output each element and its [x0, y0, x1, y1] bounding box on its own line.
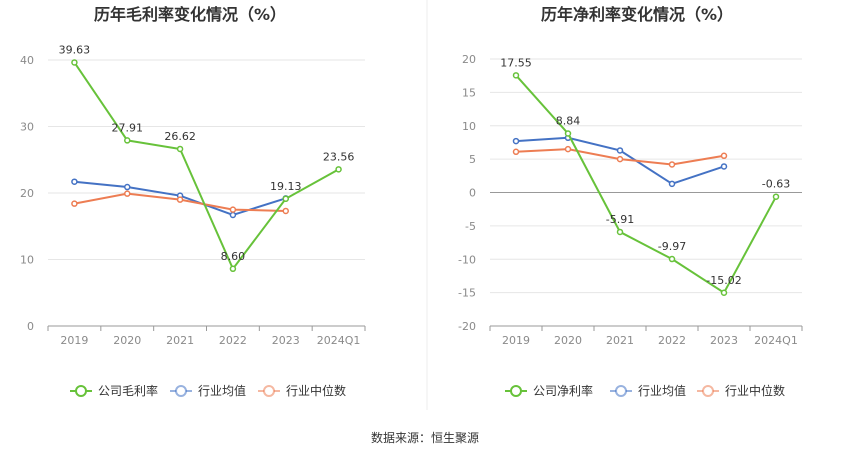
- data-label: 39.63: [59, 43, 91, 56]
- series-line-company: [515, 74, 777, 295]
- data-point-median: [720, 152, 728, 160]
- data-point-avg: [668, 180, 676, 188]
- data-point-avg: [720, 163, 728, 170]
- data-point-company: [616, 228, 624, 236]
- x-tick-label: 2023: [272, 334, 300, 347]
- x-tick-label: 2022: [219, 334, 247, 347]
- legend-swatch-marker: [615, 385, 627, 397]
- data-point-company: [668, 255, 676, 263]
- legend-label: 公司毛利率: [98, 383, 158, 398]
- data-point-company: [564, 130, 572, 137]
- data-point-median: [124, 190, 131, 197]
- x-tick-label: 2019: [502, 334, 530, 347]
- data-point-median: [512, 148, 520, 156]
- data-label: 27.91: [112, 121, 144, 134]
- y-tick-label: 10: [20, 254, 34, 267]
- x-tick-label: 2024Q1: [317, 334, 361, 347]
- data-label: 19.13: [270, 180, 302, 193]
- data-point-median: [71, 200, 78, 207]
- legend-swatch-marker: [510, 385, 522, 397]
- legend-swatch-marker: [702, 385, 714, 397]
- legend-label: 行业中位数: [286, 383, 346, 398]
- data-point-median: [229, 206, 237, 213]
- legend-item-avg[interactable]: 行业均值: [610, 383, 686, 398]
- legend-label: 行业均值: [638, 383, 686, 398]
- data-point-median: [668, 161, 676, 168]
- x-tick-label: 2021: [166, 334, 194, 347]
- legend-swatch-marker: [75, 385, 87, 397]
- data-point-company: [772, 193, 780, 200]
- data-point-company: [176, 145, 184, 153]
- legend-label: 行业均值: [198, 383, 246, 398]
- legend-item-median[interactable]: 行业中位数: [258, 383, 346, 398]
- data-point-company: [71, 59, 78, 66]
- legend-item-avg[interactable]: 行业均值: [170, 383, 246, 398]
- x-tick-label: 2020: [113, 334, 141, 347]
- data-point-company: [720, 289, 728, 297]
- x-tick-label: 2023: [710, 334, 738, 347]
- data-label: -5.91: [606, 213, 634, 226]
- x-tick-label: 2019: [60, 334, 88, 347]
- y-tick-label: -15: [458, 287, 476, 300]
- data-point-avg: [71, 178, 78, 185]
- data-point-company: [512, 72, 520, 79]
- y-tick-label: 10: [462, 120, 476, 133]
- x-tick-label: 2024Q1: [754, 334, 798, 347]
- data-point-median: [176, 196, 184, 203]
- data-label: 23.56: [323, 150, 355, 163]
- data-point-avg: [229, 211, 237, 219]
- legend-label: 行业中位数: [725, 383, 785, 398]
- data-label: -0.63: [762, 178, 790, 191]
- data-point-median: [282, 207, 289, 215]
- data-point-avg: [616, 147, 624, 154]
- y-tick-label: 0: [27, 320, 34, 333]
- series-line-company: [73, 61, 340, 271]
- data-label: 17.55: [500, 56, 532, 69]
- chart-title-1: 历年净利率变化情况（%）: [541, 5, 733, 24]
- y-tick-label: -20: [458, 320, 476, 333]
- legend-label: 公司净利率: [533, 383, 593, 398]
- y-tick-label: 30: [20, 121, 34, 134]
- y-tick-label: 20: [462, 53, 476, 66]
- data-point-company: [335, 166, 342, 173]
- x-tick-label: 2022: [658, 334, 686, 347]
- y-tick-label: 20: [20, 187, 34, 200]
- legend-item-company[interactable]: 公司毛利率: [70, 383, 158, 398]
- data-label: 26.62: [164, 130, 196, 143]
- y-tick-label: 15: [462, 86, 476, 99]
- data-label: -9.97: [658, 240, 686, 253]
- chart-title-0: 历年毛利率变化情况（%）: [94, 5, 286, 24]
- source-label: 数据来源：恒生聚源: [371, 430, 479, 445]
- x-tick-label: 2021: [606, 334, 634, 347]
- data-label: -15.02: [706, 274, 741, 287]
- data-point-company: [282, 195, 289, 203]
- y-tick-label: 0: [469, 187, 476, 200]
- data-point-company: [229, 265, 237, 273]
- y-tick-label: -10: [458, 253, 476, 266]
- data-point-median: [564, 145, 572, 153]
- y-tick-label: -5: [465, 220, 476, 233]
- data-point-avg: [512, 137, 520, 145]
- x-tick-label: 2020: [554, 334, 582, 347]
- data-point-median: [616, 155, 624, 163]
- legend-item-median[interactable]: 行业中位数: [697, 383, 785, 398]
- legend-swatch-marker: [175, 385, 187, 397]
- data-label: 8.84: [556, 114, 581, 127]
- y-tick-label: 5: [469, 153, 476, 166]
- data-label: 8.60: [221, 250, 246, 263]
- legend-swatch-marker: [263, 385, 275, 397]
- legend-item-company[interactable]: 公司净利率: [505, 383, 593, 398]
- y-tick-label: 40: [20, 54, 34, 67]
- data-point-company: [124, 137, 131, 144]
- data-point-avg: [124, 183, 131, 191]
